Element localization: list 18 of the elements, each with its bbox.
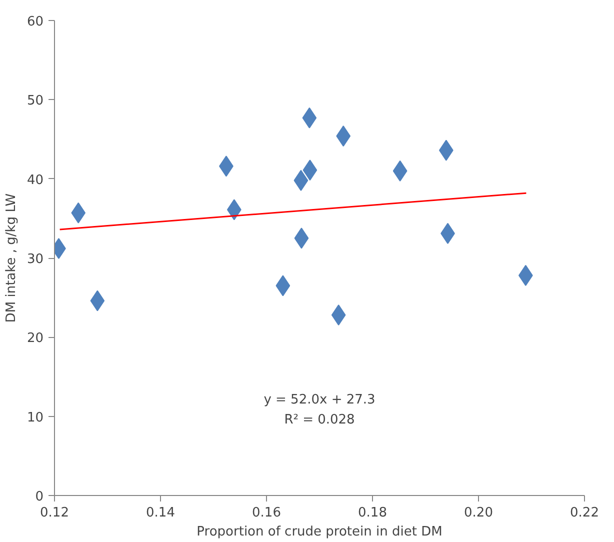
annotation: R² = 0.028: [284, 412, 355, 428]
y-tick-label: 0: [35, 490, 44, 504]
x-tick-label: 0.14: [146, 506, 175, 520]
y-axis-title: DM intake , g/kg LW: [4, 193, 19, 323]
x-tick-label: 0.12: [40, 506, 69, 520]
y-tick-label: 30: [26, 252, 44, 267]
x-tick-label: 0.22: [570, 506, 599, 520]
x-tick-label: 0.16: [252, 506, 281, 520]
y-tick-label: 40: [26, 172, 44, 188]
y-tick-label: 20: [26, 331, 44, 346]
x-tick-label: 0.20: [464, 506, 493, 520]
y-tick-label: 50: [26, 94, 44, 109]
annotation: y = 52.0x + 27.3: [264, 392, 376, 408]
y-tick-label: 60: [26, 14, 44, 30]
point: [331, 304, 346, 326]
x-axis-title: Proportion of crude protein in diet DM: [196, 524, 442, 540]
y-tick-label: 10: [26, 410, 44, 426]
x-tick-label: 0.18: [358, 506, 387, 520]
